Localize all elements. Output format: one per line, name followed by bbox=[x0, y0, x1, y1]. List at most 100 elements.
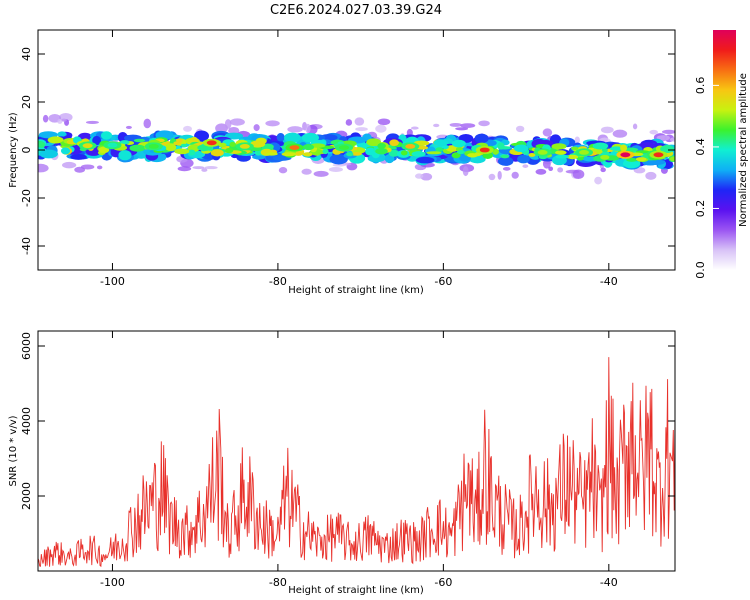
spectrogram-peak bbox=[148, 144, 159, 149]
spectrogram-halo-blob bbox=[557, 167, 564, 173]
spectrogram-halo-blob bbox=[57, 118, 63, 124]
spectrogram-band-blob bbox=[92, 135, 101, 146]
spectrogram-core-blob bbox=[451, 152, 461, 159]
spectrogram-core-blob bbox=[265, 152, 278, 156]
spectrogram-core-blob bbox=[513, 144, 529, 153]
spectrogram-core-blob bbox=[528, 153, 536, 157]
spectrogram-core-blob bbox=[571, 146, 579, 151]
spectrogram-peak bbox=[537, 150, 548, 155]
snr-y-tick-label: 2000 bbox=[20, 482, 33, 510]
spectrogram-band-blob bbox=[118, 150, 132, 161]
spectrogram-core-blob bbox=[426, 151, 442, 155]
spectrogram-x-tick-label: -100 bbox=[100, 275, 125, 288]
spectrogram-core-blob bbox=[400, 150, 408, 156]
spectrogram-halo-blob bbox=[661, 129, 675, 134]
spectrogram-core-blob bbox=[133, 138, 146, 143]
spectrogram-halo-blob bbox=[460, 123, 476, 128]
spectrogram-band-blob bbox=[194, 130, 210, 142]
spectrogram-core-blob bbox=[497, 142, 505, 150]
spectrogram-core-blob bbox=[225, 147, 234, 154]
spectrogram-halo-blob bbox=[548, 166, 554, 172]
spectrogram-core-blob bbox=[180, 143, 188, 148]
spectrogram-halo-blob bbox=[354, 117, 365, 126]
colorbar-ticks: 0.0 0.2 0.4 0.6 bbox=[694, 77, 719, 279]
spectrogram-peak bbox=[289, 145, 300, 151]
spectrogram-band-blob bbox=[283, 132, 301, 143]
spectrogram-halo-blob bbox=[478, 120, 490, 127]
spectrogram-halo-blob bbox=[62, 161, 77, 169]
spectrogram-halo-blob bbox=[313, 170, 329, 177]
spectrogram-y-tick-label: -40 bbox=[20, 237, 33, 255]
spectrogram-core-blob bbox=[129, 144, 146, 152]
spectrogram-halo-blob bbox=[375, 124, 387, 133]
spectrogram-halo-blob bbox=[42, 114, 49, 123]
spectrogram-halo-blob bbox=[415, 173, 424, 179]
snr-background bbox=[38, 331, 675, 571]
spectrogram-core-blob bbox=[250, 140, 266, 148]
spectrogram-halo-blob bbox=[74, 166, 86, 173]
spectrogram-core-blob bbox=[322, 148, 329, 155]
spectrogram-y-label: Frequency (Hz) bbox=[8, 112, 19, 188]
spectrogram-core-blob bbox=[47, 136, 64, 144]
spectrogram-halo-blob bbox=[600, 167, 606, 173]
spectrogram-core-blob bbox=[346, 152, 354, 157]
spectrogram-halo-blob bbox=[253, 124, 260, 132]
spectrogram-halo-blob bbox=[420, 173, 433, 181]
colorbar-tick-label: 0.2 bbox=[694, 200, 707, 218]
spectrogram-core-blob bbox=[555, 150, 567, 155]
spectrogram-peak bbox=[206, 140, 217, 146]
spectrogram-core-blob bbox=[620, 144, 628, 152]
spectrogram-halo-blob bbox=[328, 167, 343, 172]
spectrogram-core-blob bbox=[60, 147, 71, 155]
spectrogram-core-blob bbox=[457, 149, 465, 155]
snr-x-label: Height of straight line (km) bbox=[288, 585, 424, 596]
spectrogram-halo-blob bbox=[377, 118, 391, 126]
spectrogram-band-blob bbox=[38, 131, 58, 139]
spectrogram-halo-blob bbox=[85, 120, 99, 124]
spectrogram-halo-blob bbox=[201, 168, 208, 172]
spectrogram-core-blob bbox=[187, 149, 196, 156]
spectrogram-core-blob bbox=[218, 142, 227, 148]
spectrogram-band-blob bbox=[517, 154, 530, 164]
spectrogram-halo-blob bbox=[143, 118, 152, 129]
spectrogram-core-blob bbox=[474, 152, 482, 157]
spectrogram-band-blob bbox=[329, 154, 348, 165]
colorbar-tick-label: 0.4 bbox=[694, 138, 707, 156]
spectrogram-halo-blob bbox=[96, 165, 103, 170]
spectrogram-core-blob bbox=[174, 148, 190, 155]
spectrogram-halo-blob bbox=[455, 127, 469, 131]
spectrogram-x-tick-label: -80 bbox=[269, 275, 287, 288]
spectrogram-halo-blob bbox=[177, 166, 192, 172]
spectrogram-halo-blob bbox=[497, 170, 502, 180]
spectrogram-core-blob bbox=[165, 143, 177, 152]
spectrogram-halo-blob bbox=[192, 166, 205, 170]
colorbar-gradient bbox=[713, 30, 736, 270]
spectrogram-core-blob bbox=[669, 156, 675, 162]
spectrogram-halo-blob bbox=[287, 126, 303, 133]
spectrogram-halo-blob bbox=[645, 171, 657, 180]
spectrogram-halo-blob bbox=[649, 129, 658, 135]
spectrogram-core-blob bbox=[119, 140, 130, 145]
spectrogram-band-blob bbox=[252, 154, 266, 160]
spectrogram-y-tick-label: 20 bbox=[20, 95, 33, 109]
spectrogram-halo-blob bbox=[542, 159, 551, 169]
spectrogram-halo-blob bbox=[612, 129, 628, 138]
spectrogram-halo-blob bbox=[38, 163, 49, 173]
spectrogram-peak bbox=[620, 152, 631, 158]
spectrogram-halo-blob bbox=[215, 123, 228, 134]
snr-frame bbox=[37, 330, 676, 572]
spectrogram-core-blob bbox=[600, 154, 610, 160]
spectrogram-peak bbox=[239, 144, 250, 149]
spectrogram-halo-blob bbox=[535, 168, 547, 175]
spectrogram-band bbox=[38, 112, 675, 185]
spectrogram-halo-blob bbox=[669, 137, 675, 142]
spectrogram-core-blob bbox=[388, 149, 400, 157]
snr-x-tick-label: -100 bbox=[100, 576, 125, 589]
spectrogram-halo-blob bbox=[228, 126, 240, 135]
spectrogram-band-blob bbox=[474, 133, 489, 144]
spectrogram-halo-blob bbox=[345, 119, 353, 126]
spectrogram-halo-blob bbox=[502, 166, 511, 171]
spectrogram-band-blob bbox=[39, 149, 58, 159]
spectrogram-halo-blob bbox=[60, 118, 67, 122]
snr-y-label: SNR (10 * v/v) bbox=[8, 415, 19, 486]
